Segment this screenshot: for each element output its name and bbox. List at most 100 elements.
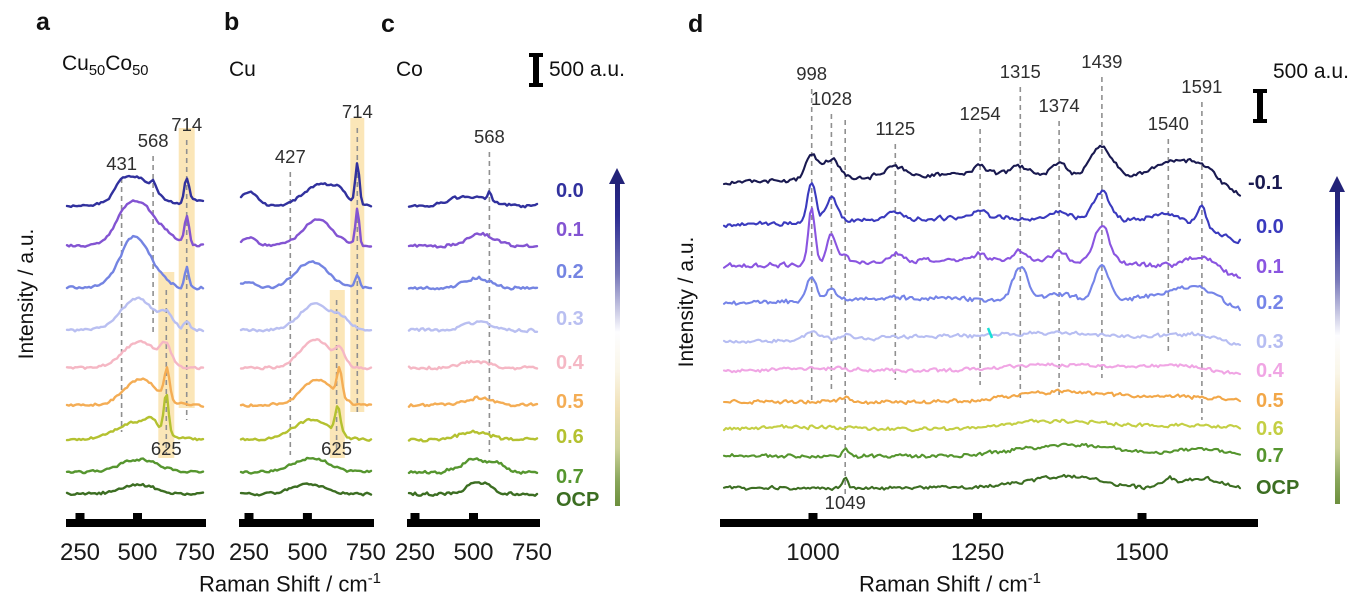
x-axis-tick-c-250	[410, 513, 420, 519]
spectrum-curve-d-0.3	[722, 330, 1242, 346]
peak-label: 1254	[960, 103, 1001, 124]
spectrum-curve-d-0.7	[722, 442, 1242, 459]
x-axis-bar-a	[66, 519, 206, 527]
potential-label-d-0.1: 0.1	[1256, 256, 1284, 278]
potential-label-c-0.6: 0.6	[556, 426, 584, 448]
spectrum-curve-a-0.6	[65, 393, 205, 442]
x-tick-label-b-250: 250	[229, 539, 269, 566]
x-tick-label-b-500: 500	[287, 539, 327, 566]
spectrum-curve-a-0.2	[65, 234, 205, 291]
x-axis-label-d-sup: -1	[1027, 570, 1041, 587]
panel-a-title-co: Co	[105, 52, 133, 75]
spectrum-curve-d-0.1	[722, 207, 1242, 279]
x-tick-label-c-250: 250	[395, 539, 435, 566]
potential-label-d-0.4: 0.4	[1256, 360, 1285, 382]
spectrum-curve-d-0.0	[722, 182, 1242, 245]
panel-c-letter: c	[381, 10, 395, 38]
x-tick-label-a-750: 750	[175, 539, 215, 566]
spectrum-curve-b-OCP	[239, 482, 373, 497]
panel-a-title: Cu50Co50	[62, 52, 148, 79]
peak-label: 1049	[825, 492, 866, 513]
panel-b-title: Cu	[229, 58, 256, 81]
spectrum-curve-c-0.5	[407, 395, 539, 408]
cyan-artifact-marker	[986, 327, 994, 339]
panel-a-letter: a	[36, 8, 50, 36]
potential-label-d-OCP: OCP	[1256, 477, 1299, 499]
x-axis-tick-a-250	[75, 513, 85, 519]
potential-label-d-0.7: 0.7	[1256, 445, 1284, 467]
spectrum-curve-c-0.4	[407, 359, 539, 371]
peak-label: 1028	[811, 88, 852, 109]
spectrum-curve-c-0.1	[407, 231, 539, 249]
potential-label-c-0.1: 0.1	[556, 219, 584, 241]
spectrum-curve-a-0.1	[65, 199, 205, 248]
spectrum-curve-c-0.6	[407, 429, 539, 443]
x-axis-label-abc-text: Raman Shift / cm	[198, 571, 368, 597]
spectrum-curve-d-OCP	[722, 473, 1242, 491]
spectrum-curve-c-0.3	[407, 320, 539, 334]
x-axis-bar-b	[239, 519, 374, 527]
peak-label: 998	[796, 63, 827, 84]
spectrum-curve-a-0.5	[65, 366, 205, 408]
panel-c-title: Co	[396, 58, 423, 81]
x-axis-tick-d-1250	[973, 513, 982, 519]
spectrum-curve-a-0.0	[65, 174, 205, 209]
spectrum-curve-c-0.0	[407, 190, 539, 209]
x-axis-tick-b-250	[244, 513, 254, 519]
spectrum-curve-c-0.2	[407, 275, 539, 291]
x-axis-bar-d	[720, 519, 1258, 527]
x-axis-tick-c-500	[469, 513, 478, 519]
spectrum-curve-d-0.4	[722, 362, 1242, 376]
potential-label-d-0.3: 0.3	[1256, 331, 1284, 353]
peak-label: 1591	[1181, 76, 1222, 97]
spectrum-curve-c-0.7	[407, 457, 539, 475]
panel-d-letter: d	[688, 10, 704, 38]
spectrum-curve-d-0.6	[722, 418, 1242, 433]
panel-a-title-cu: Cu	[62, 52, 89, 75]
potential-gradient-arrow-d	[1329, 176, 1345, 504]
peak-label: 1374	[1039, 95, 1080, 116]
potential-label-d-0.5: 0.5	[1256, 390, 1284, 412]
peak-label: 431	[106, 153, 137, 174]
peak-label: 625	[321, 438, 352, 459]
x-tick-label-d-1500: 1500	[1115, 539, 1168, 566]
panel-b-letter: b	[224, 8, 240, 36]
panel-a-title-co-sub: 50	[132, 63, 149, 80]
x-axis-bar-c	[407, 519, 540, 527]
spectrum-curve-a-0.3	[65, 296, 205, 333]
potential-label-d--0.1: -0.1	[1248, 172, 1282, 194]
x-tick-label-a-250: 250	[60, 539, 100, 566]
spectrum-curve-a-0.7	[65, 457, 205, 475]
potential-label-c-0.4: 0.4	[556, 352, 585, 374]
spectrum-curve-a-0.4	[65, 339, 205, 371]
peak-label: 568	[474, 126, 505, 147]
potential-label-c-0.5: 0.5	[556, 391, 584, 413]
peak-label: 1540	[1148, 113, 1189, 134]
spectrum-curve-b-0.0	[239, 162, 373, 208]
scale-bar-icon-d	[1253, 89, 1267, 123]
peak-label: 427	[275, 146, 306, 167]
scale-bar-icon-c	[529, 53, 543, 87]
x-axis-tick-b-500	[302, 513, 312, 519]
x-tick-label-b-750: 750	[346, 539, 386, 566]
potential-label-c-OCP: OCP	[556, 489, 599, 511]
scale-bar-label-d: 500 a.u.	[1273, 60, 1349, 83]
x-axis-tick-d-1000	[808, 513, 818, 519]
x-tick-label-c-750: 750	[512, 539, 552, 566]
potential-label-d-0.6: 0.6	[1256, 418, 1284, 440]
x-tick-label-d-1250: 1250	[951, 539, 1004, 566]
peak-label: 1125	[875, 118, 915, 139]
potential-label-c-0.7: 0.7	[556, 466, 584, 488]
peak-label: 1315	[1000, 61, 1041, 82]
peak-label: 1439	[1081, 51, 1122, 72]
spectrum-curve-b-0.6	[239, 405, 373, 442]
peak-label: 714	[342, 101, 373, 122]
y-axis-label-d: Intensity / a.u.	[675, 236, 698, 368]
spectrum-curve-b-0.3	[239, 302, 373, 333]
spectrum-curve-c-OCP	[407, 481, 539, 497]
panel-a-title-cu-sub: 50	[88, 63, 106, 80]
potential-label-c-0.3: 0.3	[556, 308, 584, 330]
x-axis-label-abc-sup: -1	[367, 570, 381, 587]
